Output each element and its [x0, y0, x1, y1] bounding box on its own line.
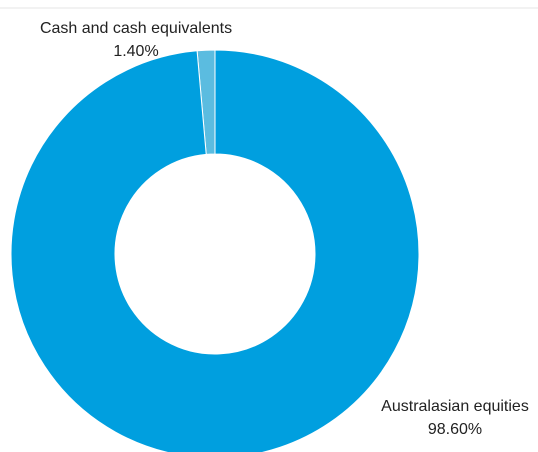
donut-slices [10, 49, 420, 452]
donut-slice-equities [10, 49, 420, 452]
slice-label-equities: Australasian equities 98.60% [381, 398, 529, 438]
slice-label-cash-value: 1.40% [113, 43, 158, 60]
slice-label-equities-name: Australasian equities [381, 398, 529, 415]
slice-label-equities-value: 98.60% [428, 421, 482, 438]
slice-label-cash: Cash and cash equivalents 1.40% [40, 20, 232, 60]
slice-label-cash-name: Cash and cash equivalents [40, 20, 232, 37]
